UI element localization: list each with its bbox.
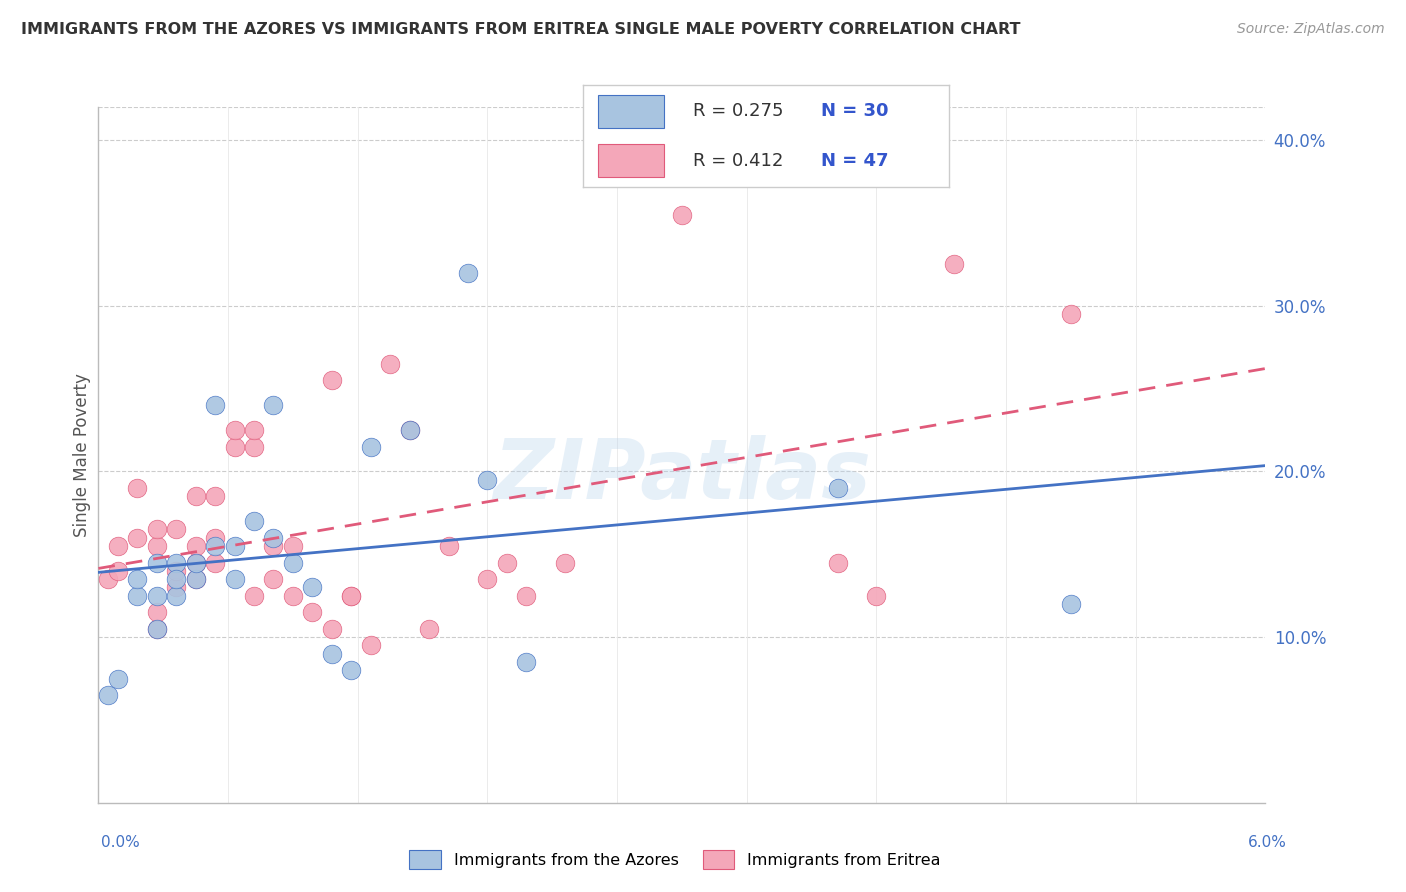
Point [243,589,266,603]
Point [262,539,284,553]
Point [146,605,169,619]
Point [127,589,149,603]
Point [340,589,363,603]
Text: N = 47: N = 47 [821,152,889,169]
Point [496,556,519,570]
Point [184,539,207,553]
Point [340,663,363,677]
Point [243,423,266,437]
Point [184,572,207,586]
Point [321,373,343,387]
Point [301,605,323,619]
Point [165,572,187,586]
Point [827,556,849,570]
Point [107,672,129,686]
Point [281,589,304,603]
Point [398,423,420,437]
Point [360,440,382,454]
Point [418,622,440,636]
Point [301,581,323,595]
Point [671,208,693,222]
Point [204,489,226,503]
Point [224,423,246,437]
Text: R = 0.412: R = 0.412 [693,152,783,169]
Point [321,622,343,636]
Text: Source: ZipAtlas.com: Source: ZipAtlas.com [1237,22,1385,37]
Text: N = 30: N = 30 [821,103,889,120]
Point [204,556,226,570]
Point [107,564,129,578]
Point [224,572,246,586]
Text: ZIPatlas: ZIPatlas [494,435,870,516]
Point [165,556,187,570]
Text: R = 0.275: R = 0.275 [693,103,783,120]
Point [943,257,966,271]
Point [146,523,169,537]
Point [107,539,129,553]
Point [204,531,226,545]
Point [398,423,420,437]
Point [243,440,266,454]
Point [321,647,343,661]
Point [827,481,849,495]
Point [165,589,187,603]
Text: 0.0%: 0.0% [101,836,141,850]
Point [184,572,207,586]
Point [340,589,363,603]
Point [146,556,169,570]
Point [224,440,246,454]
Point [515,655,537,669]
Point [554,556,576,570]
Point [281,539,304,553]
Point [127,481,149,495]
Point [97,688,120,702]
Point [1060,597,1083,611]
Text: IMMIGRANTS FROM THE AZORES VS IMMIGRANTS FROM ERITREA SINGLE MALE POVERTY CORREL: IMMIGRANTS FROM THE AZORES VS IMMIGRANTS… [21,22,1021,37]
FancyBboxPatch shape [598,145,664,177]
Point [515,589,537,603]
Point [146,622,169,636]
Point [360,639,382,653]
Point [865,589,887,603]
Point [184,556,207,570]
Point [378,357,402,371]
Point [146,589,169,603]
Point [146,539,169,553]
Point [262,531,284,545]
Point [224,539,246,553]
Point [127,531,149,545]
Point [127,572,149,586]
Point [477,473,499,487]
Point [204,398,226,412]
Point [184,489,207,503]
Point [243,514,266,528]
Point [437,539,460,553]
Point [204,539,226,553]
Point [165,523,187,537]
Point [184,556,207,570]
Legend: Immigrants from the Azores, Immigrants from Eritrea: Immigrants from the Azores, Immigrants f… [402,844,948,875]
Point [165,581,187,595]
FancyBboxPatch shape [598,95,664,128]
Point [165,564,187,578]
Point [281,556,304,570]
Point [477,572,499,586]
Point [97,572,120,586]
Point [262,398,284,412]
Point [262,572,284,586]
Y-axis label: Single Male Poverty: Single Male Poverty [73,373,91,537]
Text: 6.0%: 6.0% [1247,836,1286,850]
Point [457,266,479,280]
Point [1060,307,1083,321]
Point [146,622,169,636]
